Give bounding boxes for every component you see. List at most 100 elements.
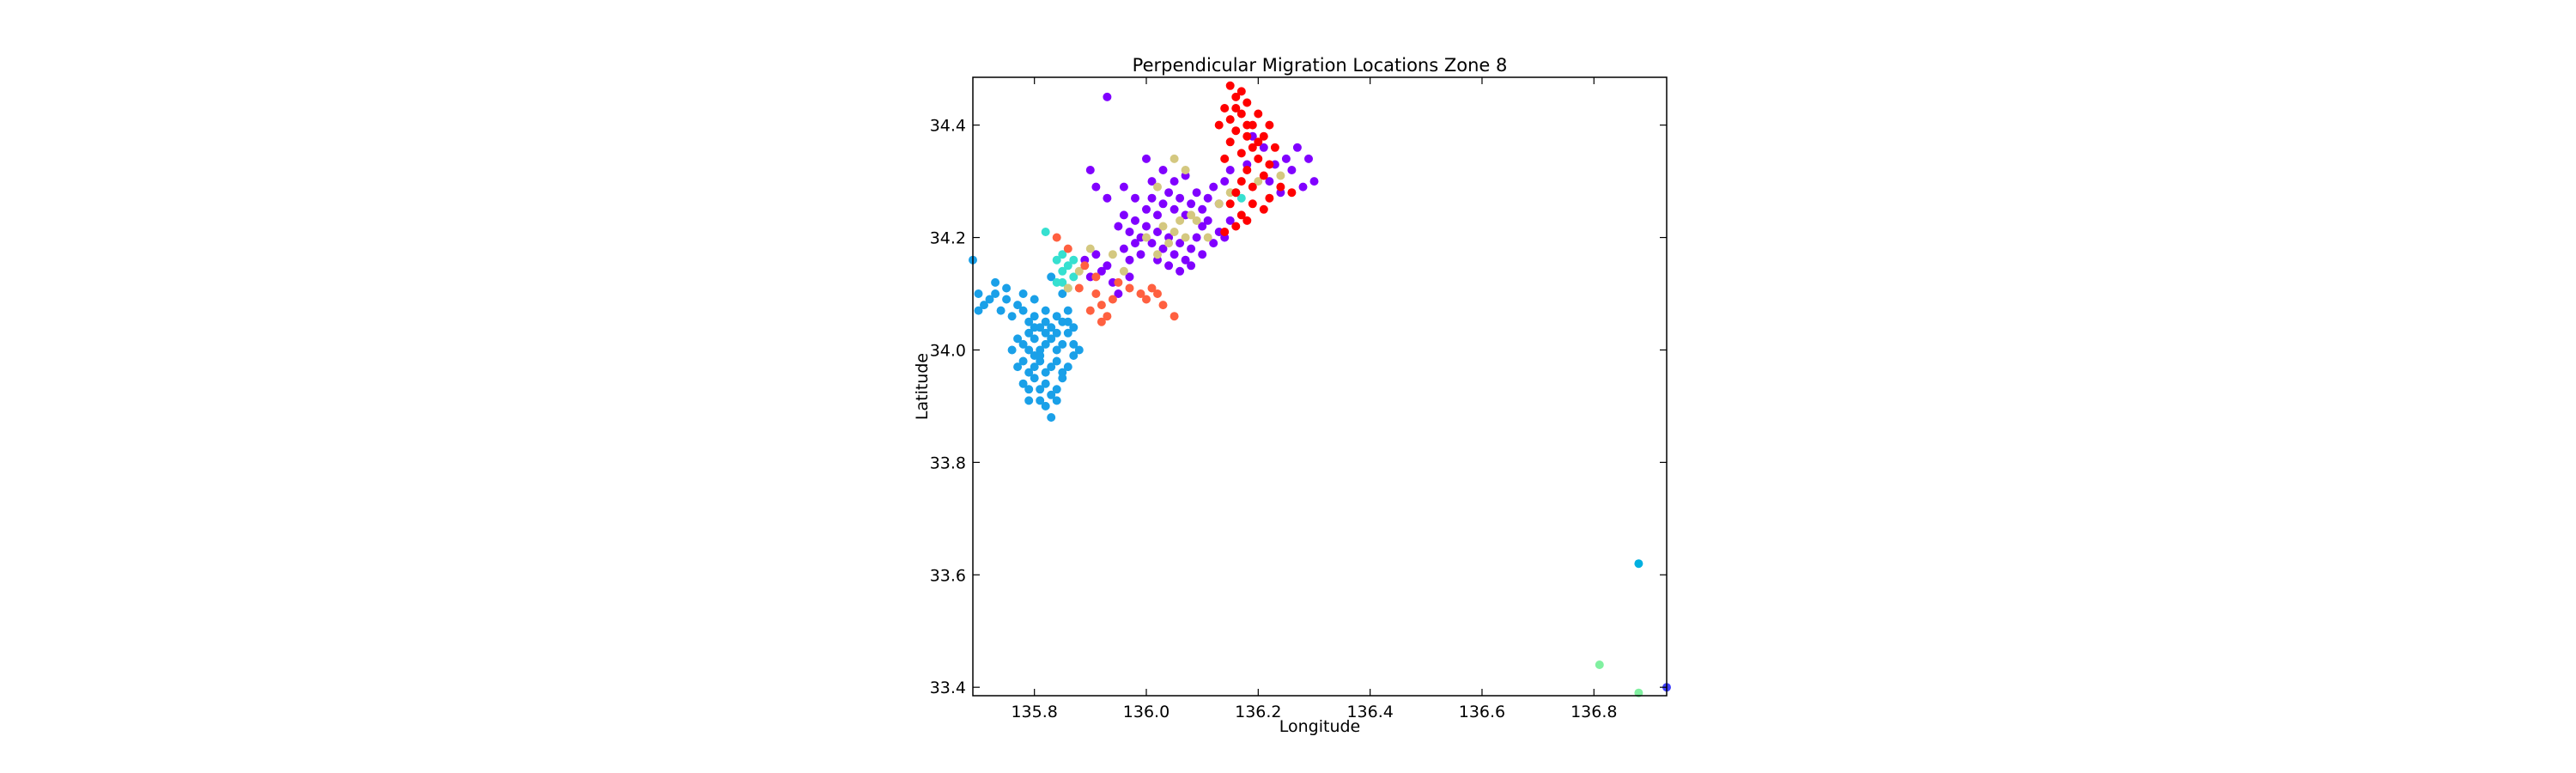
series-7 — [1595, 660, 1643, 697]
data-point — [974, 306, 983, 315]
data-point — [1074, 266, 1084, 276]
data-point — [1634, 559, 1643, 569]
data-point — [1085, 165, 1095, 174]
x-tick-label: 136.4 — [1346, 703, 1393, 721]
data-point — [1142, 154, 1151, 163]
data-point — [1225, 199, 1235, 209]
data-point — [1248, 143, 1257, 152]
data-point — [1024, 345, 1034, 355]
data-point — [1052, 328, 1061, 338]
data-point — [1220, 154, 1230, 163]
x-tick-label: 136.6 — [1459, 703, 1505, 721]
data-point — [1214, 120, 1224, 130]
data-point — [1018, 356, 1028, 366]
data-point — [1265, 160, 1274, 169]
data-point — [1024, 328, 1034, 338]
data-point — [1236, 193, 1246, 203]
data-point — [1304, 154, 1314, 163]
y-tick-label: 34.0 — [930, 341, 966, 360]
data-point — [1192, 233, 1201, 242]
x-axis: 135.8 136.0 136.2 136.4 136.6 136.8 — [1011, 77, 1617, 721]
data-point — [1265, 177, 1274, 186]
data-point — [1030, 295, 1039, 304]
data-point — [1091, 289, 1101, 298]
data-point — [1041, 379, 1050, 388]
data-point — [1052, 345, 1061, 355]
data-point — [1309, 177, 1319, 186]
data-point — [1103, 312, 1112, 321]
data-point — [1052, 396, 1061, 405]
data-point — [1069, 323, 1078, 332]
data-point — [1270, 143, 1279, 152]
x-tick-label: 136.8 — [1571, 703, 1617, 721]
data-point — [1007, 345, 1017, 355]
data-point — [980, 301, 989, 310]
data-point — [1254, 154, 1263, 163]
data-point — [1013, 362, 1023, 372]
data-point — [1265, 193, 1274, 203]
y-tick-label: 33.4 — [930, 679, 966, 697]
data-point — [1231, 222, 1241, 231]
data-point — [1097, 301, 1106, 310]
data-point — [1047, 362, 1056, 372]
data-point — [1074, 345, 1084, 355]
plot-area-frame — [972, 76, 1668, 697]
data-point — [1225, 165, 1235, 174]
series-5 — [1214, 81, 1297, 236]
data-point — [1158, 222, 1168, 231]
data-point — [1147, 239, 1157, 248]
data-point — [1047, 334, 1056, 344]
data-point — [1198, 222, 1207, 231]
data-point — [1176, 216, 1185, 225]
data-point — [1209, 182, 1218, 192]
data-point — [1052, 356, 1061, 366]
data-point — [1047, 272, 1056, 282]
data-point — [1030, 374, 1039, 383]
data-point — [1030, 362, 1039, 372]
data-point — [1281, 154, 1291, 163]
data-point — [1002, 283, 1012, 293]
data-point — [1024, 368, 1034, 377]
x-tick-label: 135.8 — [1011, 703, 1057, 721]
data-point — [1292, 143, 1302, 152]
data-point — [1158, 301, 1168, 310]
data-point — [1158, 199, 1168, 209]
data-point — [1287, 165, 1297, 174]
data-point — [1259, 131, 1268, 141]
data-point — [1114, 222, 1123, 231]
data-point — [1036, 396, 1045, 405]
data-point — [1091, 272, 1101, 282]
data-point — [1192, 188, 1201, 198]
data-point — [1181, 165, 1190, 174]
data-point — [1187, 261, 1196, 271]
data-point — [1125, 272, 1134, 282]
data-point — [1198, 204, 1207, 214]
data-point — [1119, 182, 1128, 192]
data-point — [1024, 317, 1034, 326]
data-point — [1236, 87, 1246, 96]
data-point — [1069, 350, 1078, 360]
data-point — [1063, 244, 1072, 253]
y-tick-label: 34.4 — [930, 117, 966, 136]
data-point — [1063, 328, 1072, 338]
data-point — [1259, 171, 1268, 180]
data-point — [1176, 266, 1185, 276]
data-point — [1231, 104, 1241, 113]
data-point — [1231, 188, 1241, 198]
data-point — [1242, 216, 1252, 225]
data-point — [1013, 334, 1023, 344]
data-point — [1153, 182, 1163, 192]
data-point — [1131, 239, 1140, 248]
data-point — [1058, 266, 1067, 276]
y-tick-label: 33.6 — [930, 566, 966, 585]
data-point — [1236, 177, 1246, 186]
data-point — [1220, 177, 1230, 186]
series-0 — [969, 255, 1084, 422]
data-point — [1103, 261, 1112, 271]
data-point — [1097, 266, 1106, 276]
data-point — [1063, 362, 1072, 372]
data-point — [1142, 233, 1151, 242]
data-point — [1192, 216, 1201, 225]
data-point — [1052, 385, 1061, 394]
data-point — [1236, 210, 1246, 220]
